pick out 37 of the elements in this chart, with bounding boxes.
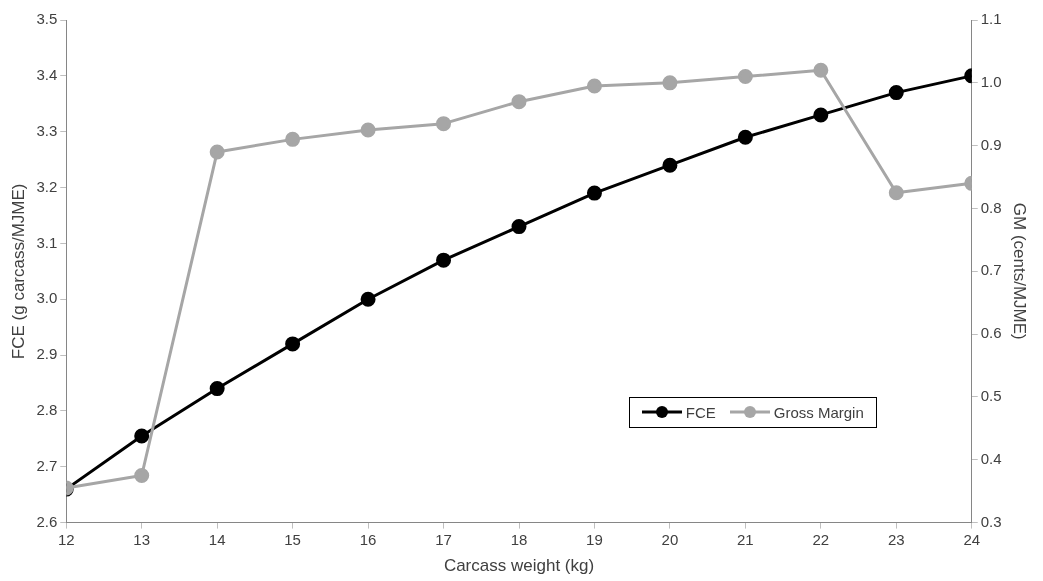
x-tick-label: 14: [208, 530, 226, 548]
y2-tick-label: 0.7: [980, 261, 1002, 279]
y-tick-label: 3.4: [36, 65, 58, 83]
y2-tick-label: 0.6: [980, 324, 1002, 342]
x-tick-label: 12: [57, 530, 75, 548]
y2-axis-title: GM (cents/MJME): [1010, 202, 1030, 340]
x-tick-label: 16: [359, 530, 377, 548]
y2-tick-label: 1.1: [980, 10, 1002, 28]
x-tick-label: 15: [284, 530, 301, 548]
y2-tick-label: 0.9: [980, 135, 1002, 153]
x-tick-label: 13: [133, 530, 151, 548]
x-axis-title: Carcass weight (kg): [443, 556, 595, 576]
y2-tick-label: 0.4: [980, 449, 1002, 467]
x-tick-label: 21: [737, 530, 754, 548]
x-tick-label: 19: [586, 530, 603, 548]
y-tick-label: 2.7: [36, 456, 58, 474]
x-tick-label: 20: [661, 530, 679, 548]
y-tick-label: 3.5: [36, 10, 58, 28]
y-tick-label: 3.3: [36, 121, 58, 139]
y-tick-label: 2.6: [36, 512, 58, 530]
y-tick-label: 3.0: [36, 289, 58, 307]
legend-label: Gross Margin: [773, 403, 864, 421]
y-axis-title: FCE (g carcass/MJME): [8, 183, 28, 360]
x-tick-label: 24: [963, 530, 981, 548]
y2-tick-label: 0.8: [980, 198, 1002, 216]
x-tick-label: 23: [887, 530, 905, 548]
y-tick-label: 3.1: [36, 233, 58, 251]
x-tick-label: 17: [435, 530, 452, 548]
x-tick-label: 18: [510, 530, 528, 548]
y2-tick-label: 0.5: [980, 387, 1002, 405]
y-tick-label: 2.9: [36, 345, 58, 363]
y2-tick-label: 1.0: [980, 72, 1002, 90]
y2-tick-label: 0.3: [980, 512, 1002, 530]
y-tick-label: 3.2: [36, 177, 58, 195]
y-tick-label: 2.8: [36, 401, 58, 419]
x-tick-label: 22: [812, 530, 830, 548]
legend-label: FCE: [685, 403, 716, 421]
